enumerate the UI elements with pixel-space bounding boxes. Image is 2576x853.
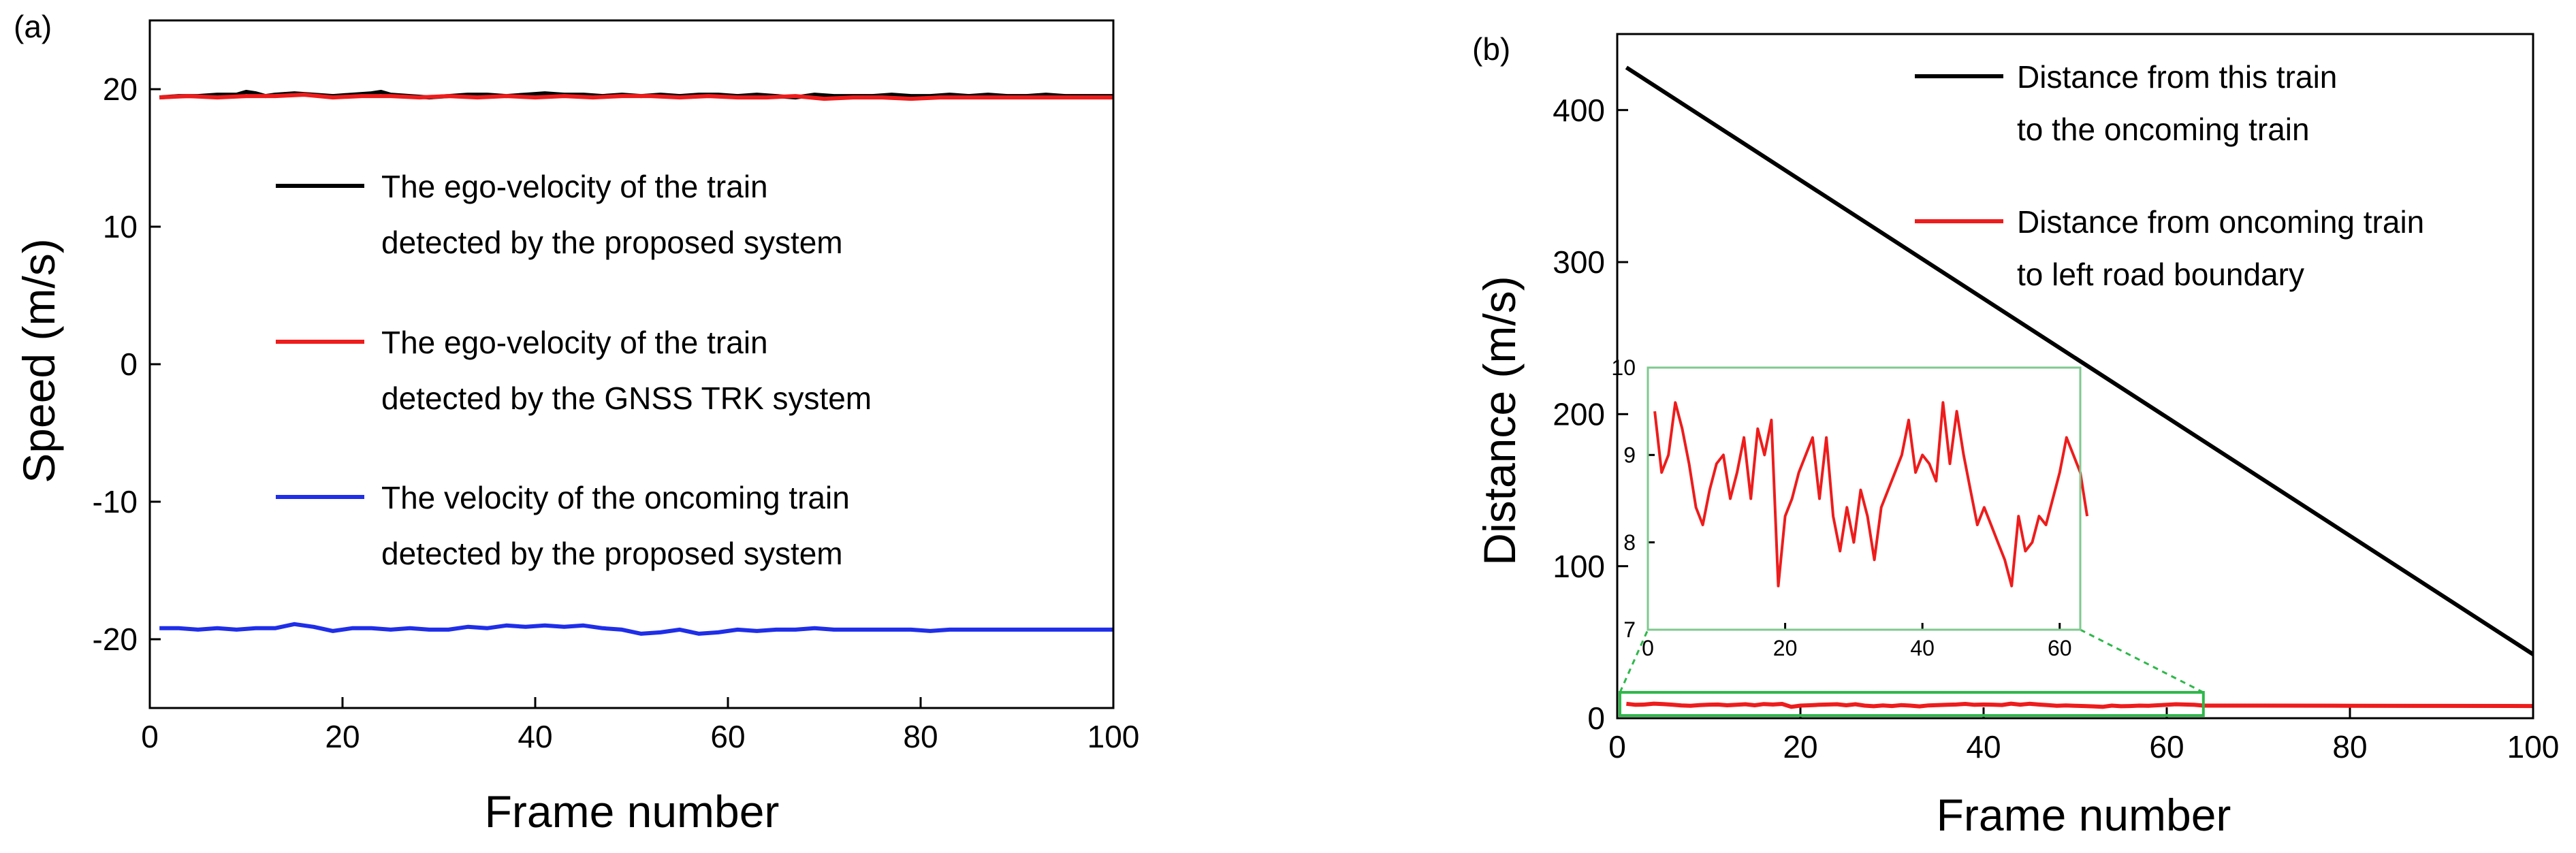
series-oncoming-velocity (159, 622, 1113, 636)
panel-a-xtick-label: 100 (1087, 719, 1140, 754)
inset-xtick-label: 0 (1642, 636, 1654, 660)
legend-a-ego-proposed-line2: detected by the proposed system (381, 225, 843, 260)
panel-b-xtick-label: 60 (2149, 729, 2184, 765)
panel-b-xtick-label: 100 (2507, 729, 2560, 765)
legend-b-distance-trains-line1: Distance from this train (2017, 59, 2337, 95)
panel-b-ylabel: Distance (m/s) (1474, 276, 1525, 565)
panel-a-ytick-label: 10 (103, 209, 138, 244)
inset-xtick-label: 20 (1773, 636, 1798, 660)
panel-a-xtick-label: 20 (325, 719, 360, 754)
panel-a-ytick-label: -10 (93, 484, 138, 519)
legend-a-ego-gnss-line1: The ego-velocity of the train (381, 325, 768, 360)
panel-b-inset: 0 20 40 60 7 8 9 10 (1611, 355, 2089, 660)
inset-series (1653, 401, 2089, 588)
panel-a-legend: The ego-velocity of the train detected b… (276, 169, 872, 571)
legend-a-ego-proposed-line1: The ego-velocity of the train (381, 169, 768, 204)
panel-a-label: (a) (14, 9, 52, 44)
panel-b-xtick-label: 80 (2332, 729, 2367, 765)
panel-b-xtick-label: 20 (1783, 729, 1817, 765)
panel-a-frame (148, 19, 1115, 709)
panel-b-ytick-label: 0 (1587, 701, 1605, 736)
zoom-connector-left (1619, 629, 1649, 693)
panel-a: (a) Speed (m/s) Frame number 0 20 40 60 80 10… (14, 9, 1139, 837)
series-distance-trains (1625, 65, 2534, 656)
panel-a-xtick-label: 60 (710, 719, 745, 754)
legend-b-distance-boundary-line1: Distance from oncoming train (2017, 204, 2424, 240)
panel-b-legend: Distance from this train to the oncoming… (1915, 59, 2424, 292)
legend-b-distance-boundary-line2: to left road boundary (2017, 257, 2304, 292)
panel-a-xtick-label: 0 (141, 719, 159, 754)
panel-b-zoom-indicator (1619, 628, 2205, 717)
panel-b-ytick-label: 200 (1553, 396, 1605, 432)
panel-a-xlabel: Frame number (485, 786, 780, 837)
panel-b-label: (b) (1472, 31, 1510, 67)
panel-a-xtick-label: 80 (903, 719, 938, 754)
series-ego-velocity-gnss (159, 93, 1113, 101)
inset-series-distance-boundary (1653, 401, 2089, 588)
inset-ytick-label: 7 (1623, 617, 1636, 642)
panel-a-ytick-label: 20 (103, 71, 138, 107)
panel-b: (b) Distance (m/s) Frame number 0 20 40 60 8… (1472, 31, 2559, 840)
panel-a-axes: 0 20 40 60 80 100 -20 -10 0 10 20 (93, 71, 1140, 754)
panel-b-xtick-label: 0 (1608, 729, 1626, 765)
panel-b-ytick-label: 400 (1553, 93, 1605, 128)
inset-ytick-label: 9 (1623, 443, 1636, 468)
series-distance-boundary (1626, 701, 2534, 709)
panel-a-ylabel: Speed (m/s) (14, 238, 64, 483)
legend-a-ego-gnss-line2: detected by the GNSS TRK system (381, 381, 872, 416)
panel-b-ytick-label: 300 (1553, 244, 1605, 280)
panel-a-xtick-label: 40 (518, 719, 552, 754)
zoom-region-box (1619, 691, 2205, 717)
inset-frame (1647, 366, 2082, 631)
panel-b-xtick-label: 40 (1966, 729, 2001, 765)
inset-ytick-label: 8 (1623, 530, 1636, 555)
legend-a-oncoming-line1: The velocity of the oncoming train (381, 480, 850, 515)
panel-b-ytick-label: 100 (1553, 549, 1605, 584)
panel-a-series (159, 90, 1113, 636)
inset-axes: 0 20 40 60 7 8 9 10 (1611, 355, 2071, 660)
inset-xtick-label: 40 (1910, 636, 1935, 660)
panel-b-frame (1616, 33, 2534, 720)
legend-b-distance-trains-line2: to the oncoming train (2017, 112, 2310, 147)
legend-a-oncoming-line2: detected by the proposed system (381, 536, 843, 571)
panel-a-ytick-label: -20 (93, 622, 138, 657)
panel-b-series (1625, 65, 2534, 709)
inset-xtick-label: 60 (2048, 636, 2072, 660)
panel-a-ytick-label: 0 (120, 347, 138, 382)
inset-ytick-label: 10 (1611, 355, 1636, 380)
panel-b-xlabel: Frame number (1937, 790, 2231, 840)
zoom-connector-right (2080, 628, 2204, 694)
